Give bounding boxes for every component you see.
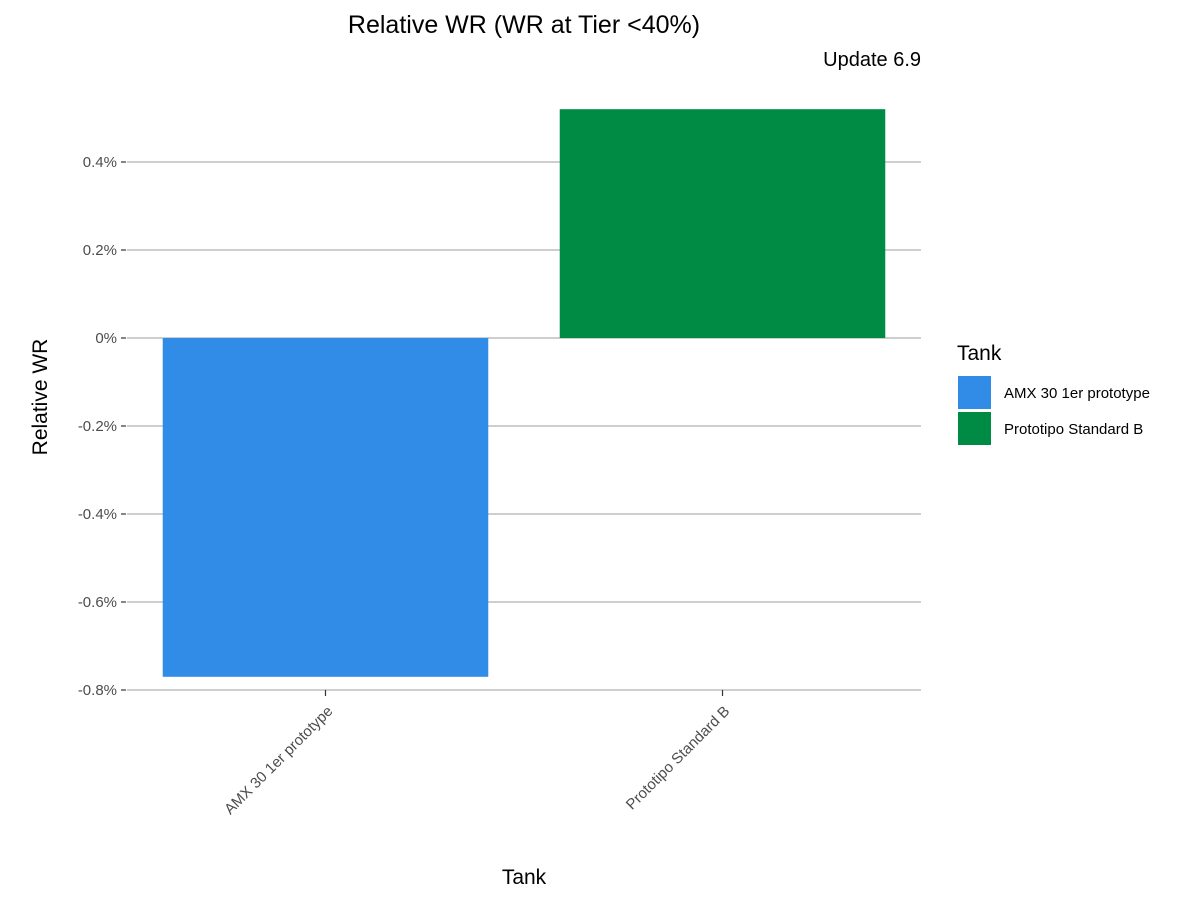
y-axis: -0.8% -0.6% -0.4% -0.2% 0% 0.2% 0.4% (78, 154, 126, 699)
legend-label: Prototipo Standard B (1004, 421, 1143, 438)
y-tick-label: -0.2% (78, 418, 117, 435)
y-axis-title: Relative WR (29, 339, 52, 456)
chart-title: Relative WR (WR at Tier <40%) (348, 11, 700, 39)
y-tick-label: -0.6% (78, 594, 117, 611)
legend: Tank AMX 30 1er prototype Prototipo Stand… (957, 342, 1150, 445)
x-axis-title: Tank (502, 866, 547, 889)
legend-label: AMX 30 1er prototype (1004, 385, 1150, 402)
x-tick-label: AMX 30 1er prototype (221, 703, 336, 818)
y-tick-label: -0.4% (78, 506, 117, 523)
legend-title: Tank (957, 342, 1002, 365)
chart-subtitle: Update 6.9 (823, 49, 921, 71)
y-tick-label: 0.2% (83, 242, 117, 259)
bar-1 (559, 109, 886, 338)
bars (162, 109, 886, 677)
legend-key (958, 412, 991, 445)
x-tick-label: Prototipo Standard B (623, 703, 733, 813)
legend-key (958, 376, 991, 409)
y-tick-label: 0.4% (83, 154, 117, 171)
x-axis: AMX 30 1er prototype Prototipo Standard B (221, 690, 733, 818)
y-tick-label: -0.8% (78, 682, 117, 699)
y-tick-label: 0% (95, 330, 117, 347)
bar-0 (162, 338, 489, 677)
